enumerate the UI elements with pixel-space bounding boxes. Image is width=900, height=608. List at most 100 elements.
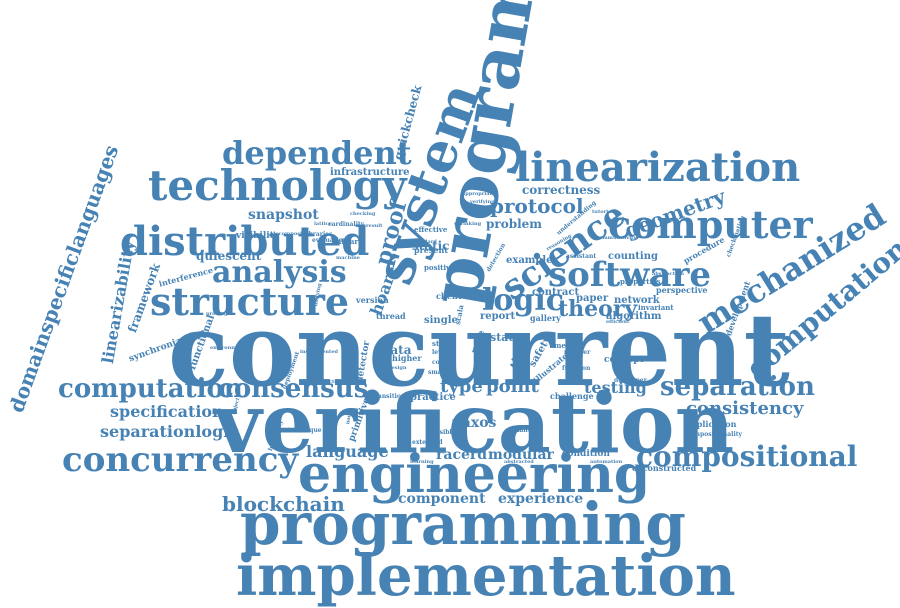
word: paper <box>576 293 609 304</box>
word: decomposition <box>272 231 314 237</box>
word: snapshot <box>248 207 319 223</box>
word: implementation <box>236 543 736 608</box>
word: practice <box>410 392 456 403</box>
word: theory <box>558 296 638 322</box>
word: thread <box>376 311 406 321</box>
word: result <box>366 223 383 229</box>
word: possible <box>428 429 456 436</box>
word: extended <box>412 439 443 446</box>
word: separationlogic <box>100 422 240 441</box>
word: library <box>336 237 363 246</box>
word: assistant <box>566 253 597 260</box>
word: design <box>388 365 407 371</box>
word: appropriate <box>462 191 495 197</box>
word: shrinking <box>454 221 482 227</box>
word: problem <box>486 217 542 231</box>
word: application <box>686 419 737 429</box>
word: software <box>548 255 711 295</box>
word: effective <box>414 225 448 234</box>
word: concurrency <box>62 440 299 480</box>
word: present <box>414 245 449 255</box>
word: consistency <box>686 398 804 419</box>
word: smart <box>428 369 448 376</box>
word: invariant <box>638 303 674 312</box>
word: method <box>554 341 584 350</box>
word: concurrent <box>168 291 790 409</box>
word: gallery <box>530 313 561 323</box>
word: learning <box>410 459 434 465</box>
word: computation <box>58 374 243 404</box>
word: protocol <box>490 194 584 218</box>
word: properties <box>620 277 661 286</box>
word: structure <box>150 279 350 324</box>
word: technique <box>288 427 322 434</box>
word: static <box>412 239 450 253</box>
word: version <box>356 295 389 305</box>
word: instrumented <box>300 349 339 355</box>
word: number <box>564 349 591 356</box>
word: counting <box>608 251 658 262</box>
word: client <box>436 291 462 301</box>
word: single <box>424 315 458 326</box>
word: data <box>382 343 412 357</box>
word: point <box>486 376 539 397</box>
word: quiescent <box>196 249 262 263</box>
word: tutorial <box>592 209 614 215</box>
word: experience <box>498 491 584 507</box>
word: environment <box>210 345 246 351</box>
word: machine <box>336 255 360 261</box>
word: proving <box>206 311 228 317</box>
word: developer <box>614 377 647 384</box>
word: approach <box>458 239 485 245</box>
word: style <box>432 339 451 348</box>
word: infrastructure <box>330 167 410 178</box>
word: network <box>614 295 660 306</box>
word: programming <box>240 490 686 558</box>
word: testing <box>584 378 647 397</box>
word: code <box>432 359 448 366</box>
word: commutativity <box>596 235 637 241</box>
word: contract <box>532 287 580 298</box>
word: compositionality <box>686 431 742 438</box>
word: example <box>506 255 553 266</box>
word: lattice <box>314 221 332 227</box>
word: higher <box>392 353 422 363</box>
word: efficient <box>606 319 630 325</box>
word: report <box>480 311 516 322</box>
word: compositional <box>636 440 858 473</box>
word: architecture <box>344 411 379 417</box>
word: verification <box>214 376 735 472</box>
word: cardinality <box>328 221 365 228</box>
word: evaluation <box>312 237 348 244</box>
word: separation <box>660 372 815 402</box>
word: component <box>398 491 486 507</box>
word: analysis <box>212 255 347 290</box>
word: transition <box>372 393 406 400</box>
word: deconstructed <box>632 463 697 473</box>
word: concept <box>604 355 644 365</box>
word: language <box>306 442 389 461</box>
word: checking <box>350 211 376 217</box>
word: state <box>490 331 521 344</box>
word: level <box>432 349 448 356</box>
word: challenge <box>550 391 594 401</box>
word: semantic <box>506 427 537 434</box>
word: distributed <box>120 218 370 265</box>
word: specification <box>110 402 224 421</box>
word: standard <box>412 239 437 245</box>
word: verifying <box>470 199 495 205</box>
word: linearization <box>515 144 801 191</box>
word: libraries <box>304 231 333 238</box>
word: perspective <box>656 285 708 295</box>
word: engineering <box>298 444 651 505</box>
word: computer <box>608 202 813 247</box>
word: automation <box>590 459 623 465</box>
word: type <box>440 376 483 397</box>
word: condition <box>562 449 610 459</box>
word: positive <box>424 263 455 272</box>
word: abstraction <box>652 271 684 277</box>
word: function <box>562 365 591 372</box>
word: algorithm <box>606 311 662 322</box>
word: modular <box>488 447 554 463</box>
